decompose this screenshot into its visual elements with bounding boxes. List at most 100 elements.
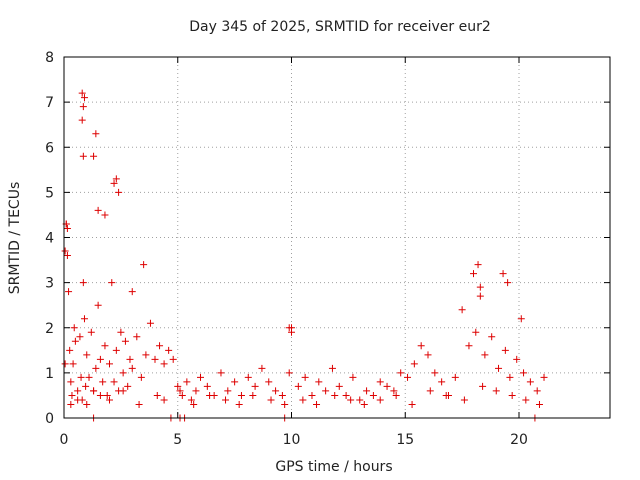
data-point (203, 382, 211, 390)
data-point (106, 396, 113, 404)
data-point (110, 378, 118, 386)
data-point (90, 387, 98, 395)
data-point (79, 152, 87, 160)
data-point (156, 342, 164, 350)
data-point (313, 400, 321, 408)
data-points (61, 89, 548, 422)
data-point (504, 279, 512, 287)
data-point (347, 396, 355, 404)
data-point (135, 400, 143, 408)
data-point (190, 400, 198, 408)
data-point (121, 337, 129, 345)
x-tick-label: 0 (60, 432, 69, 448)
data-point (78, 89, 86, 97)
data-point (101, 342, 109, 350)
data-point (99, 378, 107, 386)
data-point (417, 342, 425, 350)
data-point (126, 355, 134, 363)
data-point (82, 382, 90, 390)
data-point (465, 342, 473, 350)
data-point (85, 373, 93, 381)
data-point (506, 373, 514, 381)
data-point (124, 382, 132, 390)
data-point (217, 369, 225, 377)
data-point (513, 355, 521, 363)
data-point (94, 301, 102, 309)
y-tick-label: 3 (45, 276, 54, 292)
data-point (265, 378, 273, 386)
data-point (119, 369, 127, 377)
data-point (92, 364, 100, 372)
data-point (78, 116, 86, 124)
y-tick-label: 8 (45, 50, 54, 66)
data-point (79, 103, 87, 111)
data-point (237, 391, 245, 399)
data-point (476, 283, 484, 291)
data-point (299, 396, 307, 404)
data-point (83, 351, 91, 359)
data-point (77, 373, 85, 381)
data-point (106, 360, 113, 368)
data-point (426, 387, 434, 395)
data-point (74, 387, 82, 395)
x-tick-label: 10 (283, 432, 301, 448)
data-point (80, 94, 88, 102)
data-point (153, 391, 161, 399)
grid (64, 57, 610, 418)
data-point (187, 396, 195, 404)
data-point (137, 373, 145, 381)
data-point (451, 373, 459, 381)
y-tick-label: 6 (45, 140, 54, 156)
data-point (474, 261, 482, 269)
data-point (74, 396, 82, 404)
data-point (376, 396, 384, 404)
data-point (335, 382, 343, 390)
data-point (508, 391, 516, 399)
data-point (285, 324, 293, 332)
data-point (224, 387, 232, 395)
data-point (278, 391, 286, 399)
y-tick-label: 2 (45, 321, 54, 337)
data-point (176, 387, 184, 395)
data-point (117, 328, 125, 336)
data-point (476, 292, 484, 300)
data-point (431, 369, 439, 377)
data-point (140, 261, 148, 269)
data-point (470, 270, 477, 278)
data-point (315, 378, 323, 386)
data-point (244, 373, 252, 381)
data-point (424, 351, 432, 359)
data-point (285, 369, 293, 377)
data-point (68, 391, 76, 399)
data-point (479, 382, 487, 390)
data-point (101, 211, 109, 219)
data-point (501, 346, 509, 354)
axis-ticks: 0 5 10 15 20 0 1 2 3 4 5 6 7 8 (45, 50, 610, 448)
data-point (67, 400, 75, 408)
data-point (517, 315, 525, 323)
data-point (197, 373, 204, 381)
data-point (174, 382, 182, 390)
data-point (231, 378, 239, 386)
data-point (249, 391, 257, 399)
data-point (70, 324, 78, 332)
data-point (169, 355, 177, 363)
data-point (110, 179, 118, 187)
data-point (61, 360, 69, 368)
data-point (322, 387, 330, 395)
data-point (83, 400, 91, 408)
data-point (390, 387, 398, 395)
data-point (192, 387, 200, 395)
data-point (438, 378, 446, 386)
x-tick-label: 20 (510, 432, 528, 448)
data-point (151, 355, 159, 363)
data-point (222, 396, 230, 404)
data-point (69, 360, 77, 368)
data-point (96, 355, 104, 363)
y-tick-label: 1 (45, 366, 54, 382)
data-point (79, 279, 87, 287)
data-point (342, 391, 350, 399)
data-point (142, 351, 150, 359)
data-point (92, 130, 100, 138)
data-point (404, 373, 412, 381)
